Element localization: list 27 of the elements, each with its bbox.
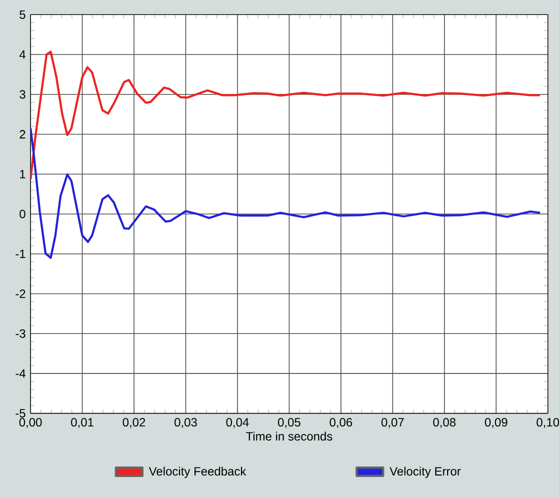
- x-tick-label: 0,09: [484, 418, 508, 428]
- legend-label: Velocity Feedback: [148, 466, 246, 478]
- y-tick-label: 5: [20, 10, 26, 19]
- x-tick-label: 0,10: [536, 418, 559, 428]
- y-tick-label: -3: [16, 329, 26, 338]
- y-tick-label: -2: [16, 290, 26, 298]
- x-tick-label: 0,05: [278, 418, 300, 428]
- x-tick-label: 0,01: [71, 418, 94, 428]
- x-tick-label: 0,08: [433, 418, 456, 428]
- line-series: [30, 127, 542, 259]
- x-tick-label: 0,02: [122, 418, 146, 428]
- y-tick-label: 3: [20, 90, 26, 99]
- x-tick-label: 0,07: [381, 418, 404, 428]
- x-tick-label: 0,00: [19, 418, 42, 428]
- y-tick-label: -1: [16, 250, 26, 258]
- x-axis-title: Time in seconds: [246, 432, 332, 441]
- y-tick-label: 0: [20, 210, 26, 218]
- y-tick-label: -5: [16, 409, 26, 418]
- x-tick-label: 0,04: [226, 418, 249, 428]
- y-tick-label: 2: [20, 130, 26, 138]
- x-tick-label: 0,06: [330, 418, 352, 428]
- y-tick-label: 4: [19, 50, 26, 59]
- line-series: [30, 50, 542, 180]
- y-tick-label: 1: [20, 170, 26, 178]
- legend-label: Velocity Error: [390, 466, 461, 478]
- x-tick-label: 0,03: [174, 418, 197, 428]
- y-tick-label: -4: [16, 369, 26, 378]
